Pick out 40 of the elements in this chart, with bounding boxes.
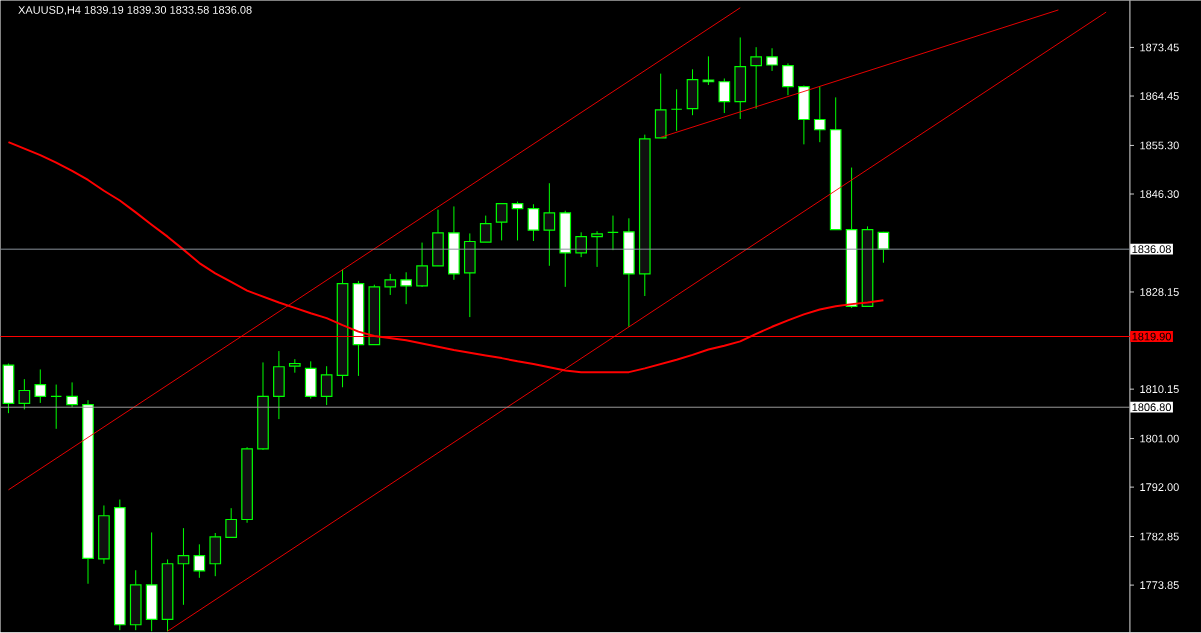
y-tick-label: 1801.00 bbox=[1140, 434, 1179, 443]
candlestick bbox=[416, 242, 428, 288]
candlestick bbox=[320, 365, 333, 406]
y-tick-label: 1792.00 bbox=[1140, 483, 1179, 492]
candlestick bbox=[193, 543, 206, 579]
candlestick bbox=[479, 215, 492, 243]
y-tick-label: 1855.30 bbox=[1140, 141, 1179, 150]
candlestick bbox=[543, 182, 556, 267]
candlestick bbox=[607, 215, 619, 251]
y-tick-label: 1864.45 bbox=[1140, 92, 1179, 101]
candlestick bbox=[718, 78, 731, 114]
candlestick bbox=[400, 271, 413, 305]
chart-title: XAUUSD,H4 1839.19 1839.30 1833.58 1836.08 bbox=[18, 6, 252, 16]
y-tick-label: 1782.85 bbox=[1140, 532, 1179, 541]
candlestick bbox=[50, 384, 63, 430]
candlestick bbox=[813, 86, 826, 143]
candlestick bbox=[670, 88, 683, 132]
candlestick bbox=[511, 201, 524, 242]
candlestick bbox=[225, 507, 238, 539]
candlestick bbox=[177, 527, 190, 606]
candlestick bbox=[34, 369, 47, 404]
y-tick-label: 1810.15 bbox=[1140, 385, 1179, 394]
candlestick bbox=[575, 231, 588, 258]
candlestick bbox=[766, 47, 778, 72]
candlestick bbox=[18, 378, 31, 411]
candlestick bbox=[495, 203, 508, 242]
y-tick-label: 1773.85 bbox=[1140, 581, 1179, 590]
candlestick bbox=[384, 273, 397, 296]
ref-line-label: 1819.90 bbox=[1132, 332, 1171, 341]
y-tick-label: 1828.15 bbox=[1140, 288, 1179, 297]
y-tick-label: 1873.45 bbox=[1140, 43, 1179, 52]
candlestick bbox=[527, 203, 540, 242]
candlestick bbox=[782, 63, 794, 96]
ref-line-label: 1806.80 bbox=[1132, 403, 1171, 412]
ref-line-label: 1836.08 bbox=[1132, 245, 1171, 254]
candlestick bbox=[591, 230, 603, 268]
y-tick-label: 1846.30 bbox=[1140, 190, 1179, 199]
candlestick bbox=[702, 56, 715, 86]
candlestick bbox=[66, 382, 78, 408]
candlestick bbox=[750, 46, 762, 110]
